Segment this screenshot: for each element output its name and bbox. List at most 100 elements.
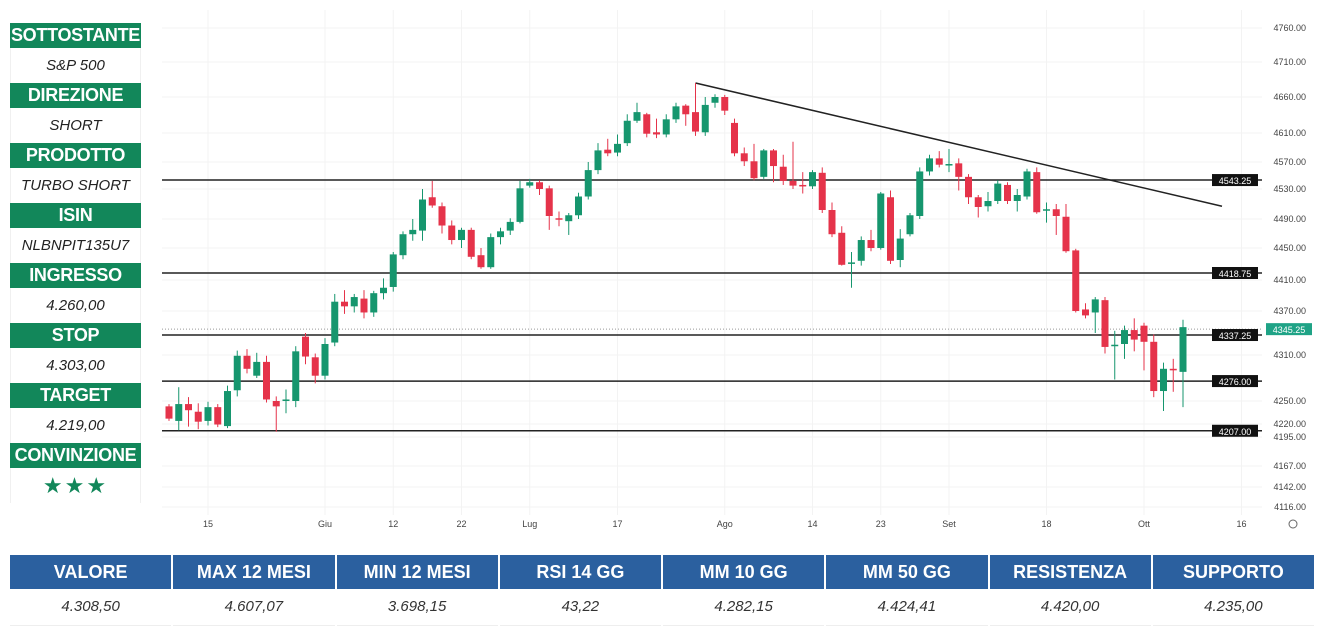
candle-body — [926, 158, 933, 172]
candle-body — [604, 149, 612, 154]
candle-body — [1033, 172, 1041, 213]
candle-body — [565, 215, 573, 222]
x-tick-label: 14 — [807, 519, 817, 529]
candle-body — [965, 176, 972, 198]
candle-body — [994, 183, 1002, 201]
y-axis: 4760.00 4710.00 4660.00 4610.00 4570.00 4530.… — [1273, 23, 1306, 512]
candle-up — [204, 401, 212, 426]
candle-up — [321, 338, 329, 380]
settings-icon[interactable] — [1288, 519, 1298, 529]
level-label: 4543.25 — [1219, 176, 1252, 186]
candle-down — [779, 154, 787, 185]
candle-body — [848, 262, 855, 264]
level-label-bg — [1212, 174, 1258, 187]
candle-body — [175, 404, 183, 421]
panel-value: NLBNPIT135U7 — [10, 228, 141, 263]
candle-down — [243, 349, 251, 374]
candle-body — [945, 164, 953, 166]
candle-up — [760, 148, 768, 179]
candle-body — [331, 301, 339, 343]
candle-body — [809, 172, 816, 187]
candle-body — [263, 361, 270, 400]
candle-up — [175, 387, 183, 431]
candle-body — [916, 171, 924, 216]
panel-value: 4.219,00 — [10, 408, 141, 443]
candle-body — [428, 197, 436, 206]
x-axis: 15 Giu 12 22 Lug 17 Ago 14 23 Set 18 Ott 16 — [203, 519, 1298, 529]
table-header: MAX 12 MESI — [173, 555, 335, 589]
candle-body — [194, 411, 202, 422]
candle-body — [594, 150, 602, 171]
candle-body — [1101, 300, 1109, 347]
candle-body — [828, 210, 836, 235]
candle-up — [945, 148, 953, 173]
candle-down — [341, 290, 348, 314]
candle-body — [984, 201, 992, 207]
y-tick-label: 4530.00 — [1273, 184, 1306, 194]
level-label-bg — [1212, 329, 1258, 342]
panel-value: S&P 500 — [10, 48, 141, 83]
candle-body — [311, 357, 319, 376]
candle-body — [272, 401, 280, 407]
candle-body — [497, 231, 504, 238]
candle-body — [770, 150, 777, 167]
candle-body — [204, 407, 212, 421]
x-tick-label: 17 — [612, 519, 622, 529]
table-header: MIN 12 MESI — [336, 555, 498, 589]
y-tick-label: 4710.00 — [1273, 57, 1306, 67]
table-value: 4.420,00 — [989, 589, 1151, 626]
candle-up — [633, 102, 641, 123]
candle-body — [448, 225, 456, 241]
candle-down — [838, 226, 846, 266]
candle-up — [224, 385, 231, 429]
candle-body — [614, 143, 621, 153]
candle-down — [1140, 322, 1148, 371]
level-label-bg — [1212, 424, 1258, 437]
candle-down — [194, 403, 202, 430]
candle-up — [526, 178, 534, 188]
candle-up — [516, 180, 524, 224]
table-header: VALORE — [10, 555, 172, 589]
candle-body — [1004, 184, 1011, 201]
candle-up — [409, 219, 417, 241]
candle-down — [311, 353, 319, 384]
candle-body — [409, 229, 417, 235]
candle-down — [555, 211, 563, 227]
candle-body — [643, 114, 651, 134]
candle-body — [399, 234, 407, 256]
candle-up — [399, 231, 407, 260]
candle-down — [477, 248, 485, 269]
candle-up — [350, 293, 358, 313]
candle-up — [419, 189, 426, 241]
candle-down — [731, 118, 738, 157]
candle-up — [389, 252, 397, 292]
conviction-stars: ★★★ — [10, 468, 141, 503]
candle-body — [867, 240, 875, 248]
candle-body — [711, 97, 719, 103]
y-tick-label: 4570.00 — [1273, 157, 1306, 167]
candle-body — [662, 119, 670, 135]
candle-up — [711, 94, 719, 108]
candle-down — [818, 167, 826, 213]
candle-down — [1072, 248, 1080, 313]
candle-body — [818, 172, 826, 210]
candle-body — [1140, 325, 1148, 342]
candle-body — [672, 106, 680, 120]
candle-up — [857, 236, 865, 266]
last-price-bg — [1266, 323, 1312, 336]
candle-up — [916, 167, 924, 219]
trendline — [695, 82, 1223, 207]
candle-body — [935, 158, 943, 165]
candle-down — [750, 143, 758, 181]
candle-down — [185, 397, 192, 427]
table-value: 4.607,07 — [173, 589, 335, 626]
panel-label: DIREZIONE — [10, 83, 141, 108]
candle-body — [438, 206, 446, 226]
x-tick-label: Ago — [717, 519, 733, 529]
y-tick-label: 4450.00 — [1273, 243, 1306, 253]
x-tick-label: 15 — [203, 519, 213, 529]
candle-down — [867, 229, 875, 252]
y-tick-label: 4195.00 — [1273, 432, 1306, 442]
x-tick-label: Set — [942, 519, 956, 529]
candle-up — [575, 192, 582, 219]
